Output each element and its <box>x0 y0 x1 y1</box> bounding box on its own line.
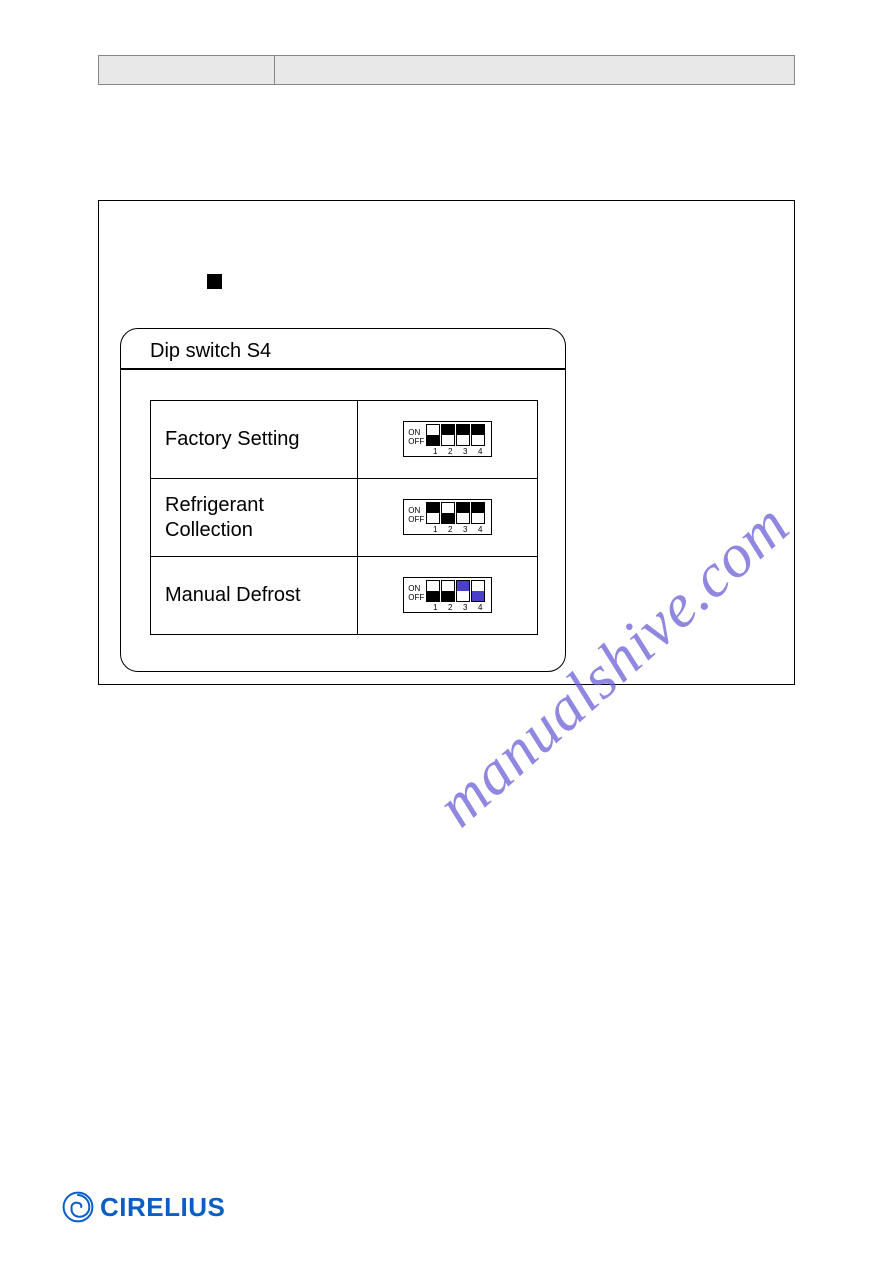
square-bullet-icon <box>207 274 222 289</box>
dip-switch-slot <box>441 502 455 524</box>
dip-switch-slot <box>426 424 440 446</box>
dip-switch-number: 3 <box>458 603 472 612</box>
dip-switch-slot <box>426 502 440 524</box>
dip-switch-slot <box>456 424 470 446</box>
dip-switch-number: 4 <box>473 447 487 456</box>
header-bar <box>98 55 795 85</box>
dip-switch-number: 3 <box>458 447 472 456</box>
dip-switch-slot <box>441 580 455 602</box>
dip-switch-box: ONOFF 1234 <box>403 577 492 613</box>
dip-switch-number: 4 <box>473 525 487 534</box>
dip-switch-title-divider <box>120 368 566 370</box>
off-label: OFF <box>408 593 424 602</box>
off-label: OFF <box>408 437 424 446</box>
dip-switch-number: 1 <box>428 603 442 612</box>
dip-switch-slot <box>471 580 485 602</box>
dip-switch-number: 1 <box>428 525 442 534</box>
dip-switch-number: 1 <box>428 447 442 456</box>
dip-row-label: Manual Defrost <box>151 557 358 635</box>
off-label: OFF <box>408 515 424 524</box>
on-label: ON <box>408 506 424 515</box>
dip-switch-number: 2 <box>443 525 457 534</box>
dip-switch-number: 4 <box>473 603 487 612</box>
table-row: Manual Defrost ONOFF 1234 <box>151 557 538 635</box>
footer-logo: CIRELIUS <box>62 1191 225 1223</box>
dip-switch-table: Factory SettingONOFF1234RefrigerantColle… <box>150 400 538 635</box>
dip-switch-number: 2 <box>443 603 457 612</box>
dip-row-label: RefrigerantCollection <box>151 479 358 557</box>
dip-switch-slot <box>441 424 455 446</box>
dip-switch-slot <box>456 580 470 602</box>
dip-row-switch-cell: ONOFF 1234 <box>358 401 538 479</box>
dip-switch-box: ONOFF 1234 <box>403 499 492 535</box>
dip-switch-slot <box>471 502 485 524</box>
dip-row-switch-cell: ONOFF 1234 <box>358 479 538 557</box>
table-row: Factory Setting ONOFF 1234 <box>151 401 538 479</box>
dip-switch-slot <box>426 580 440 602</box>
dip-switch-title: Dip switch S4 <box>150 340 271 363</box>
dip-switch-slot <box>471 424 485 446</box>
header-divider <box>274 56 275 84</box>
dip-switch-slot <box>456 502 470 524</box>
on-label: ON <box>408 584 424 593</box>
logo-text: CIRELIUS <box>100 1192 225 1223</box>
dip-switch-number: 2 <box>443 447 457 456</box>
table-row: RefrigerantCollection ONOFF 1234 <box>151 479 538 557</box>
dip-row-label: Factory Setting <box>151 401 358 479</box>
on-label: ON <box>408 428 424 437</box>
dip-switch-number: 3 <box>458 525 472 534</box>
dip-switch-box: ONOFF 1234 <box>403 421 492 457</box>
dip-row-switch-cell: ONOFF 1234 <box>358 557 538 635</box>
spiral-icon <box>62 1191 94 1223</box>
